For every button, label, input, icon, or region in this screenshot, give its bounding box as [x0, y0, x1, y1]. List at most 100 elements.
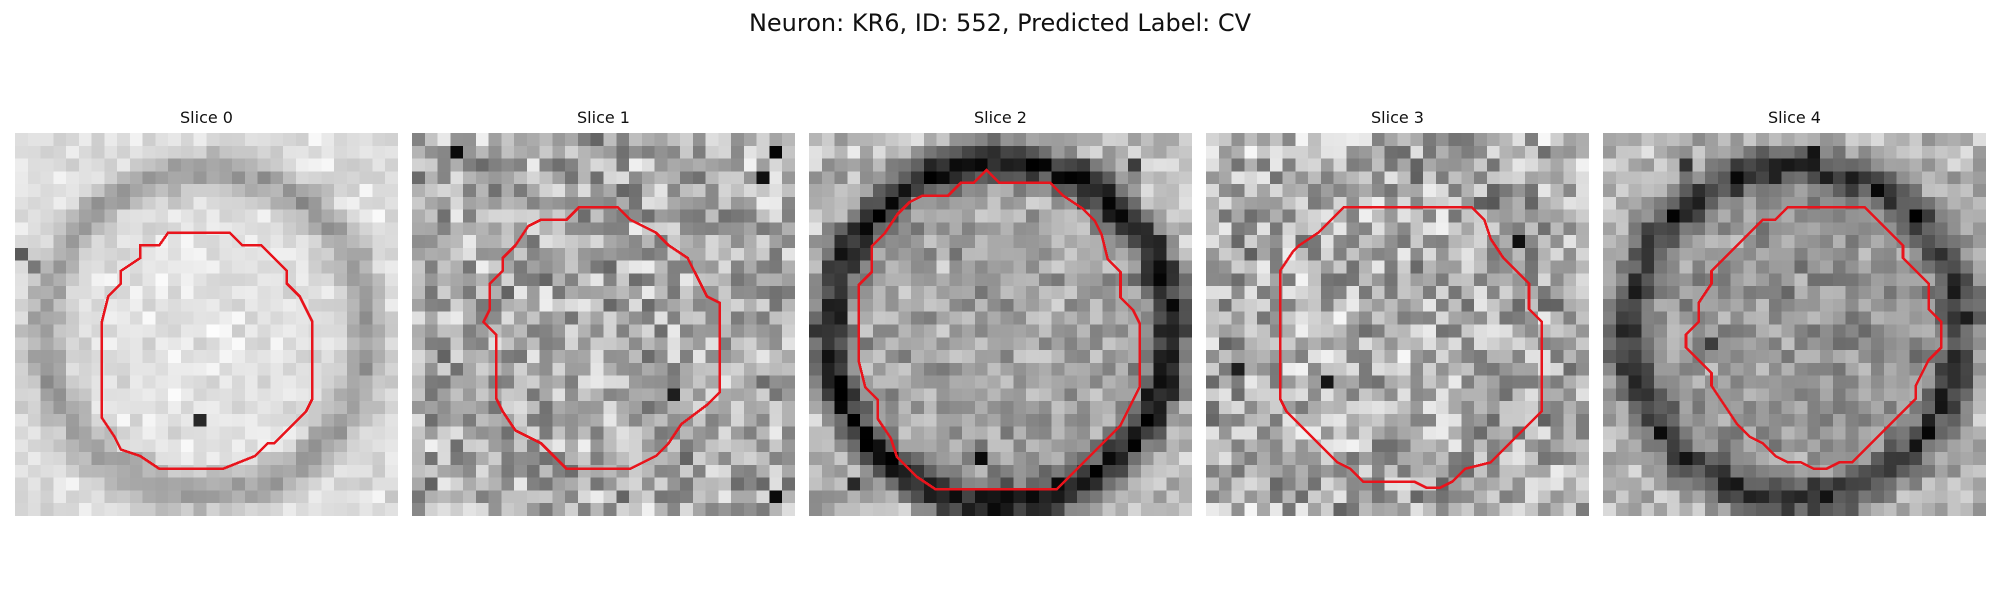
pixel: [860, 311, 874, 325]
pixel: [1563, 362, 1577, 376]
pixel: [1179, 503, 1192, 516]
pixel: [1218, 375, 1232, 389]
pixel: [1679, 324, 1693, 338]
pixel: [424, 490, 438, 504]
pixel: [1089, 260, 1103, 274]
pixel: [1346, 388, 1360, 402]
pixel: [1973, 350, 1986, 364]
pixel: [1603, 247, 1617, 261]
pixel: [847, 196, 861, 210]
pixel: [769, 222, 783, 236]
pixel: [1064, 209, 1078, 223]
pixel: [1525, 362, 1539, 376]
pixel: [1308, 145, 1322, 159]
pixel: [1140, 273, 1154, 287]
pixel: [1231, 413, 1245, 427]
pixel: [911, 260, 925, 274]
pixel: [1102, 490, 1116, 504]
pixel: [1615, 324, 1629, 338]
pixel: [885, 413, 899, 427]
pixel: [1346, 503, 1360, 516]
pixel: [1934, 388, 1948, 402]
pixel: [1896, 375, 1910, 389]
pixel: [821, 145, 835, 159]
pixel: [1166, 196, 1180, 210]
pixel: [1525, 311, 1539, 325]
pixel: [1359, 286, 1373, 300]
pixel: [1679, 171, 1693, 185]
pixel: [872, 298, 886, 312]
pixel: [1832, 464, 1846, 478]
pixel: [346, 426, 360, 440]
pixel: [821, 311, 835, 325]
pixel: [1231, 222, 1245, 236]
pixel: [1934, 286, 1948, 300]
pixel: [1371, 375, 1385, 389]
pixel: [1000, 158, 1014, 172]
pixel: [860, 145, 874, 159]
pixel: [1333, 298, 1347, 312]
pixel: [1179, 375, 1192, 389]
pixel: [1666, 503, 1680, 516]
pixel: [565, 184, 579, 198]
pixel: [1909, 401, 1923, 415]
pixel: [641, 490, 655, 504]
pixel: [1423, 235, 1437, 249]
pixel: [911, 184, 925, 198]
pixel: [872, 171, 886, 185]
pixel: [911, 324, 925, 338]
pixel: [898, 503, 912, 516]
pixel: [1832, 350, 1846, 364]
pixel: [1166, 298, 1180, 312]
pixel: [1845, 171, 1859, 185]
pixel: [117, 298, 131, 312]
pixel: [424, 311, 438, 325]
pixel: [1397, 184, 1411, 198]
pixel: [680, 477, 694, 491]
pixel: [1282, 439, 1296, 453]
pixel: [1206, 145, 1220, 159]
pixel: [974, 196, 988, 210]
pixel: [1705, 426, 1719, 440]
pixel: [1371, 388, 1385, 402]
pixel: [66, 388, 80, 402]
pixel: [334, 298, 348, 312]
pixel: [1576, 171, 1589, 185]
pixel: [91, 184, 105, 198]
pixel: [1026, 490, 1040, 504]
pixel: [232, 439, 246, 453]
pixel: [53, 209, 67, 223]
pixel: [346, 171, 360, 185]
pixel: [27, 235, 41, 249]
pixel: [40, 222, 54, 236]
pixel: [1550, 311, 1564, 325]
pixel: [1883, 209, 1897, 223]
pixel: [1537, 209, 1551, 223]
pixel: [847, 184, 861, 198]
pixel: [1628, 324, 1642, 338]
pixel: [962, 286, 976, 300]
pixel: [1883, 247, 1897, 261]
pixel: [1115, 464, 1129, 478]
pixel: [437, 388, 451, 402]
pixel: [629, 260, 643, 274]
pixel: [1883, 439, 1897, 453]
pixel: [488, 452, 502, 466]
pixel: [1102, 324, 1116, 338]
pixel: [437, 184, 451, 198]
pixel: [334, 311, 348, 325]
pixel: [974, 464, 988, 478]
pixel: [1743, 452, 1757, 466]
pixel: [1269, 133, 1283, 147]
slice-title: Slice 3: [1371, 108, 1424, 127]
pixel: [1064, 388, 1078, 402]
pixel: [756, 337, 770, 351]
pixel: [680, 337, 694, 351]
pixel: [731, 235, 745, 249]
pixel: [1295, 158, 1309, 172]
pixel: [1909, 196, 1923, 210]
pixel: [1320, 171, 1334, 185]
pixel: [27, 464, 41, 478]
pixel: [180, 490, 194, 504]
pixel: [1064, 503, 1078, 516]
